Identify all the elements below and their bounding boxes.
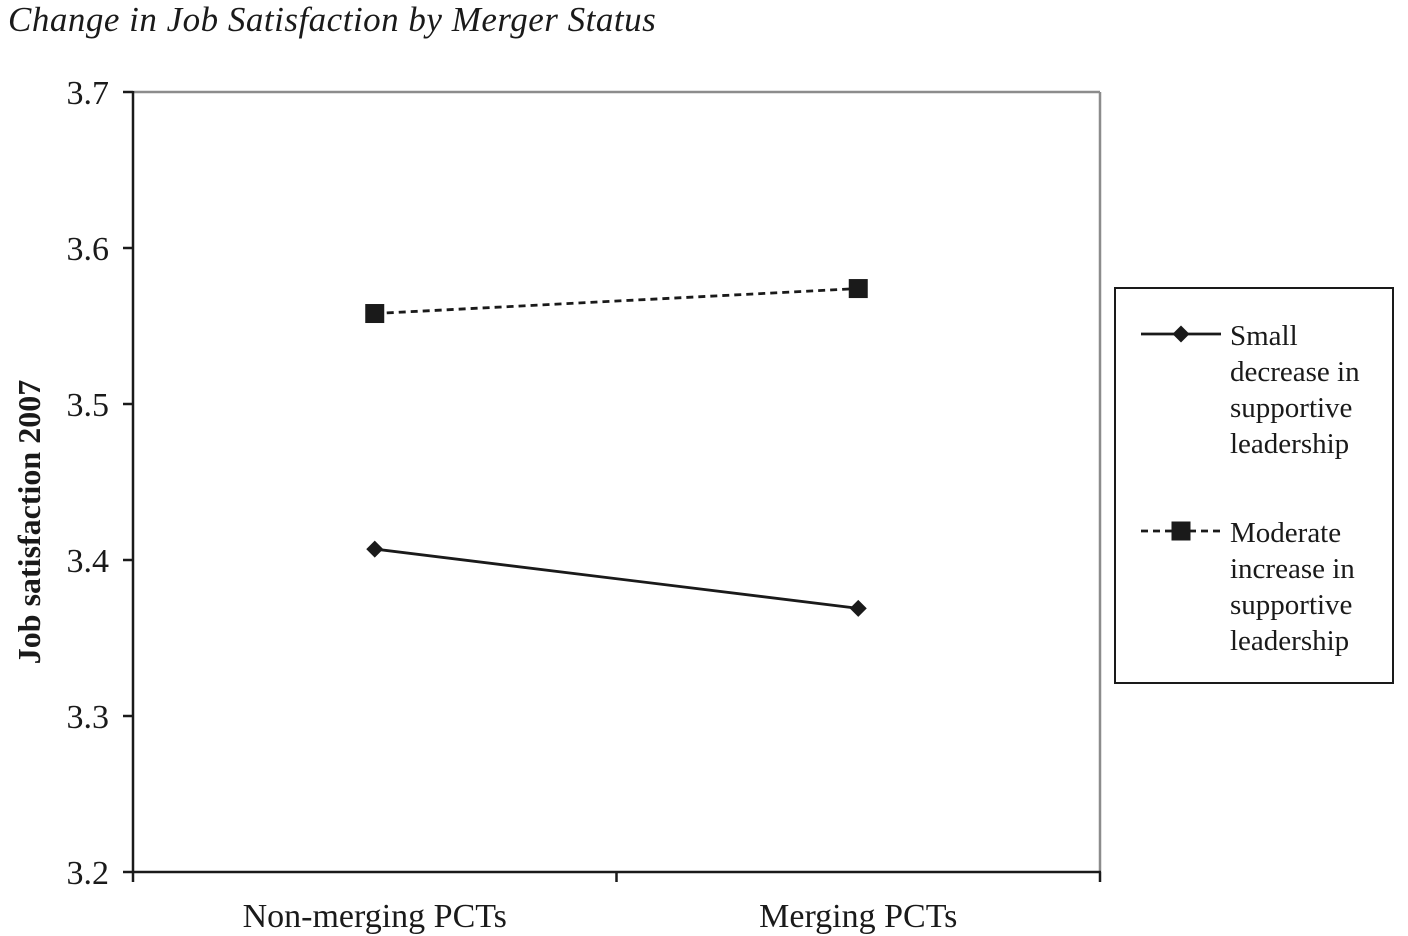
legend-label-1: Moderate increase in supportive leadership	[1230, 517, 1355, 657]
data-point-1-1	[848, 279, 868, 299]
y-tick-label: 3.6	[67, 231, 110, 268]
x-tick-label: Merging PCTs	[759, 898, 957, 935]
y-tick-label: 3.4	[67, 543, 110, 580]
legend-label-0: Small decrease in supportive leadership	[1230, 320, 1360, 460]
legend-marker-1	[1171, 521, 1191, 541]
y-tick-label: 3.2	[67, 855, 110, 892]
y-tick-label: 3.3	[67, 699, 110, 736]
legend-box	[1114, 287, 1394, 684]
series-line-1	[374, 287, 859, 315]
data-point-1-0	[365, 304, 385, 324]
legend-marker-0	[1172, 325, 1190, 343]
y-tick-label: 3.7	[67, 75, 110, 112]
y-tick-label: 3.5	[67, 387, 110, 424]
y-axis-title: Job satisfaction 2007	[11, 380, 47, 664]
series-line-0	[374, 547, 859, 610]
x-tick-label: Non-merging PCTs	[243, 898, 507, 935]
chart-title: Change in Job Satisfaction by Merger Sta…	[8, 0, 657, 39]
data-point-0-1	[849, 599, 867, 617]
data-point-0-0	[366, 540, 384, 558]
